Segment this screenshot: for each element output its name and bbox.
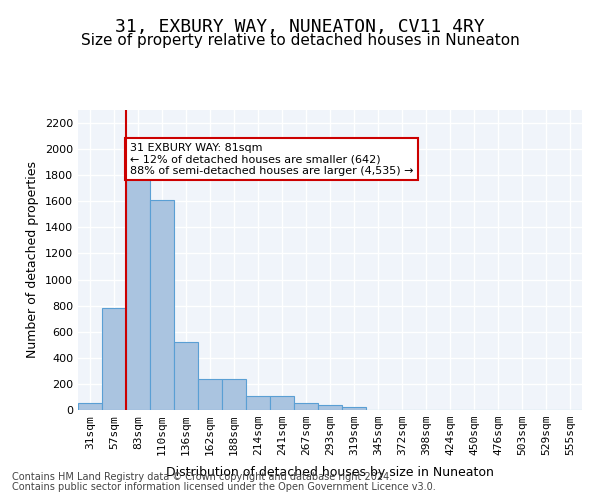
X-axis label: Distribution of detached houses by size in Nuneaton: Distribution of detached houses by size … [166,466,494,479]
Bar [102,308,126,410]
Text: Contains HM Land Registry data © Crown copyright and database right 2024.: Contains HM Land Registry data © Crown c… [12,472,392,482]
Bar [174,342,198,410]
Bar [198,378,222,410]
Bar [246,396,270,410]
Text: 31 EXBURY WAY: 81sqm
← 12% of detached houses are smaller (642)
88% of semi-deta: 31 EXBURY WAY: 81sqm ← 12% of detached h… [130,142,413,176]
Bar [222,378,246,410]
Text: Size of property relative to detached houses in Nuneaton: Size of property relative to detached ho… [80,32,520,48]
Text: 31, EXBURY WAY, NUNEATON, CV11 4RY: 31, EXBURY WAY, NUNEATON, CV11 4RY [115,18,485,36]
Bar [294,403,318,410]
Bar [78,403,102,410]
Text: Contains public sector information licensed under the Open Government Licence v3: Contains public sector information licen… [12,482,436,492]
Bar [318,406,342,410]
Y-axis label: Number of detached properties: Number of detached properties [26,162,40,358]
Bar [150,200,174,410]
Bar [342,408,366,410]
Bar [126,172,150,410]
Bar [270,396,294,410]
